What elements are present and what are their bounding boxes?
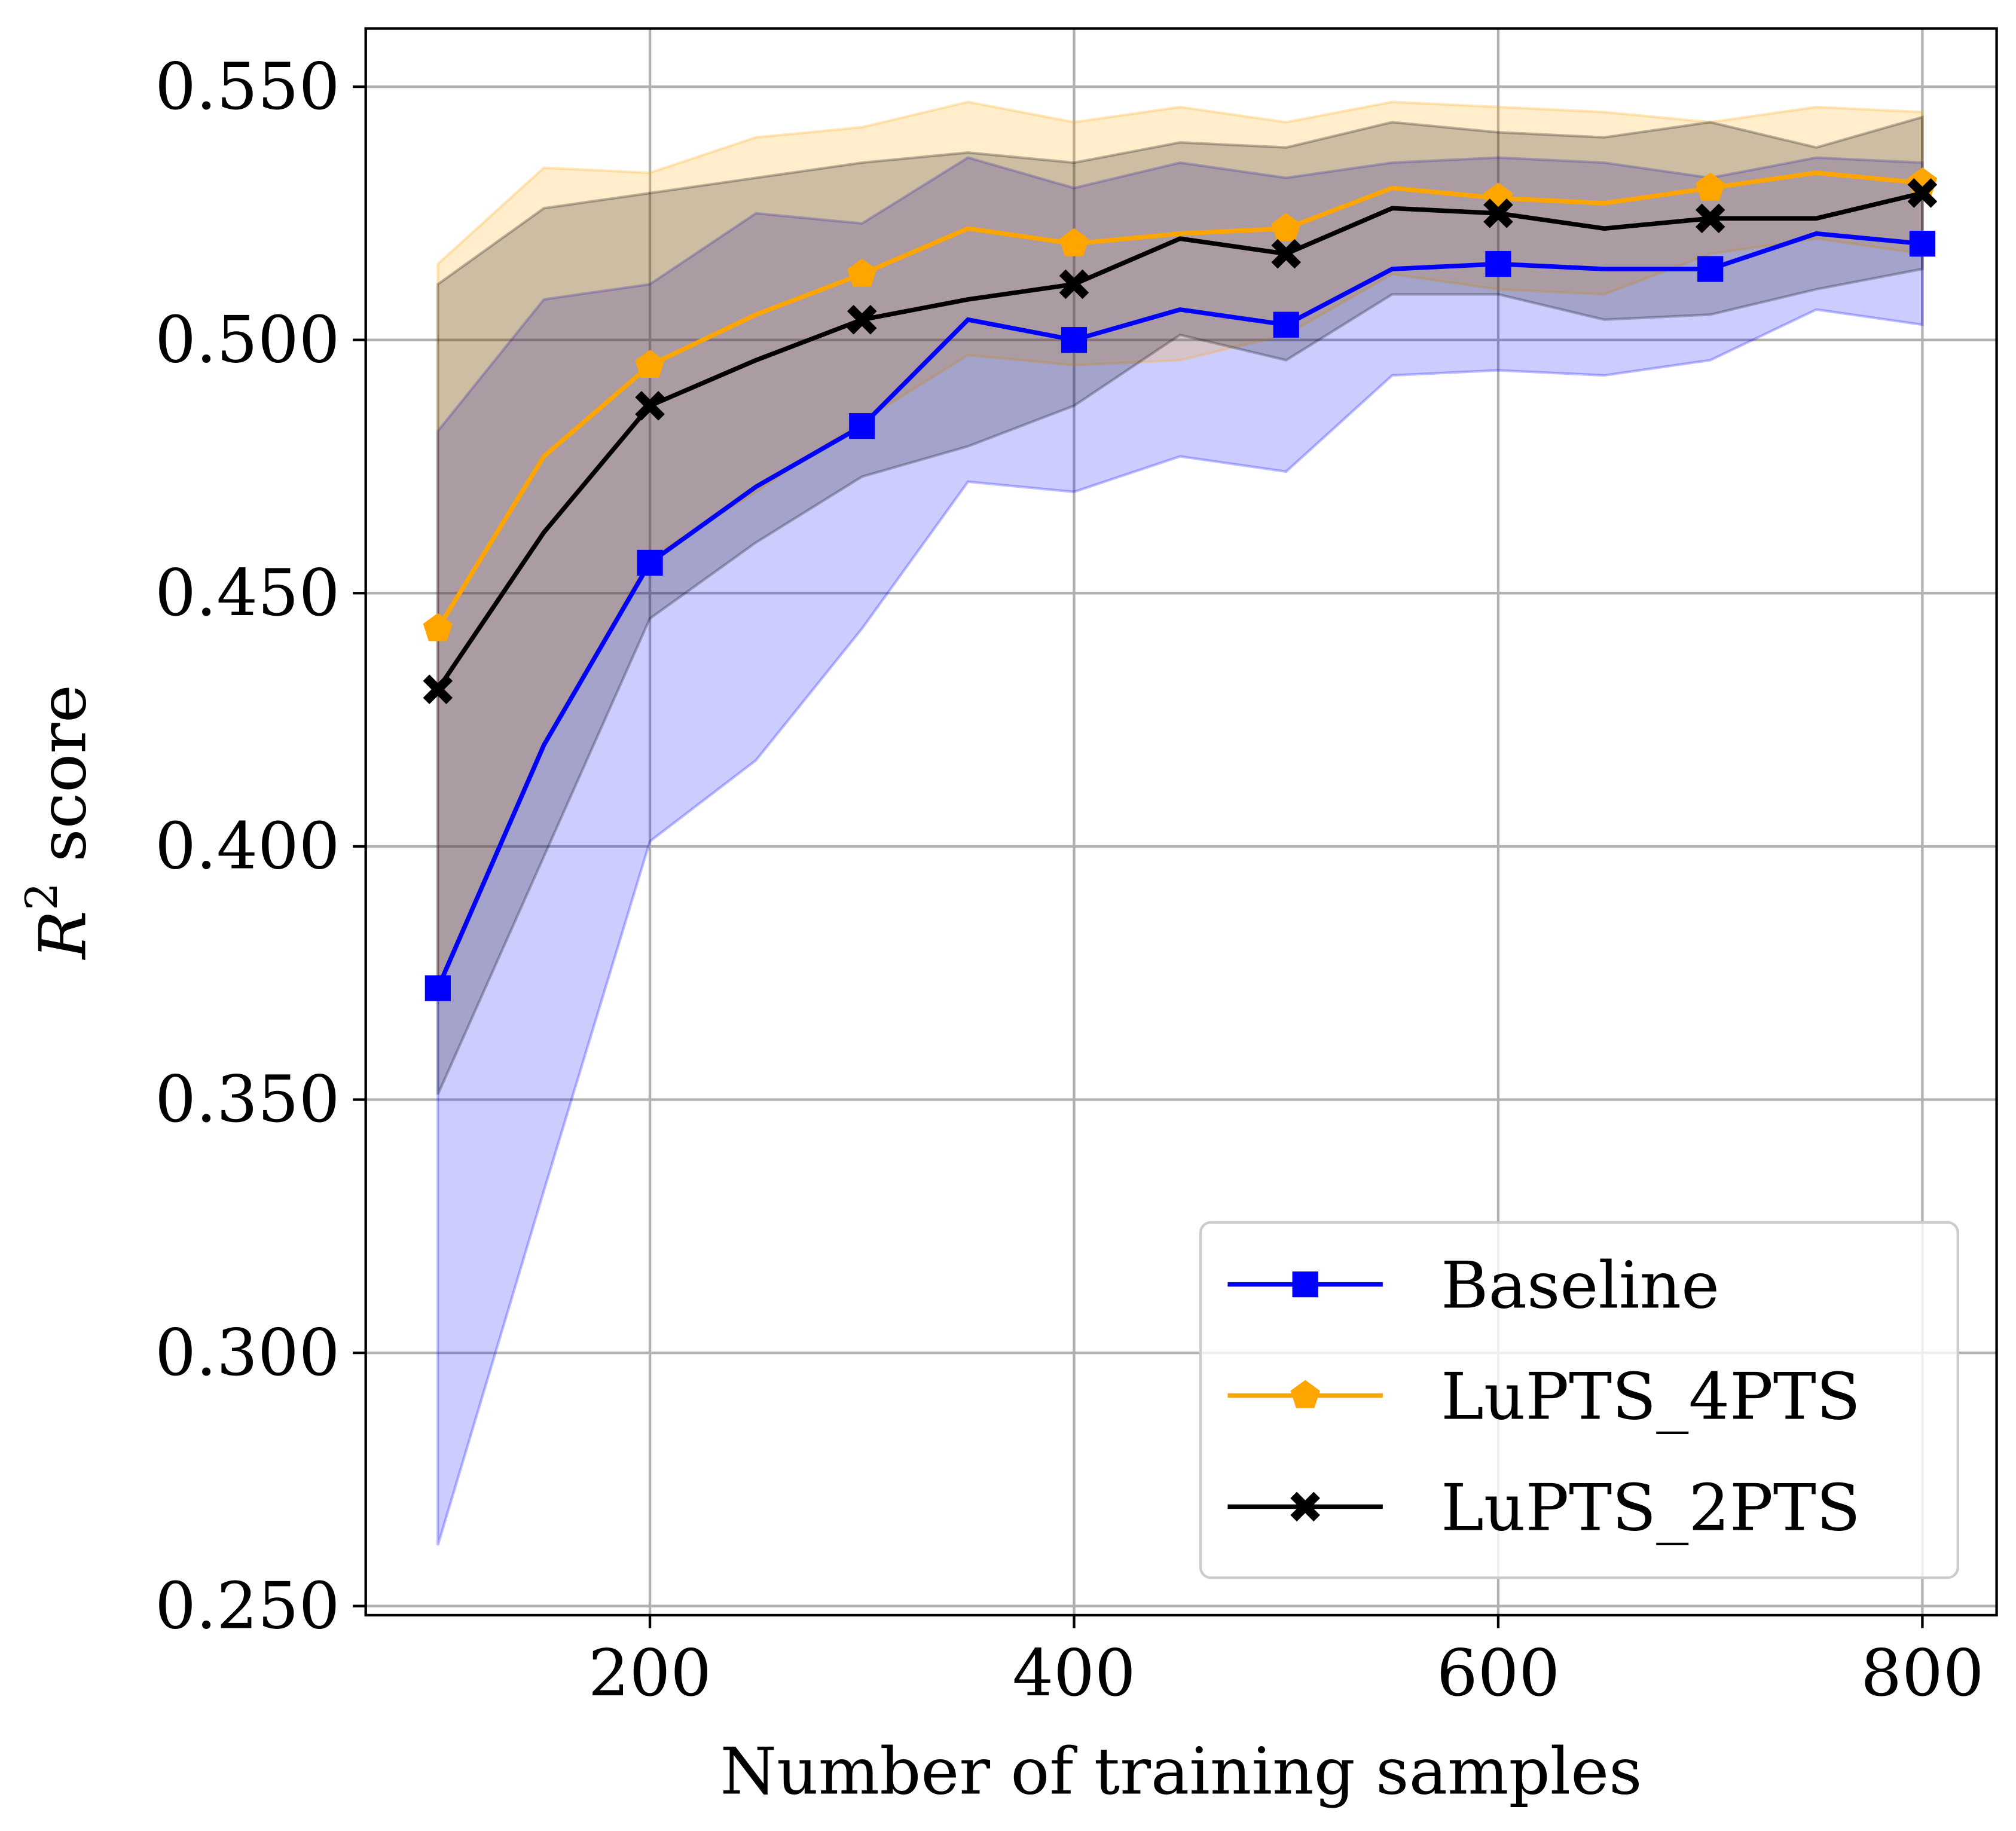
point-lupts-2pts [1483,198,1513,228]
point-lupts-2pts [847,304,877,335]
y-tick-label: 0.350 [155,1062,340,1137]
point-lupts-4pts [1271,213,1301,242]
ticks: 200 400 600 800 0.250 0.300 0.350 0.400 0.450 0.5… [155,50,1984,1711]
point-lupts-4pts [423,613,453,641]
y-tick-label: 0.550 [155,50,340,124]
line-lupts-2pts [436,191,1923,691]
y-axis-label-rest: score [26,684,101,882]
point-baseline [1273,311,1299,338]
legend-label-lupts-2pts: LuPTS_2PTS [1441,1471,1861,1545]
x-marker-stroke [1695,203,1725,234]
series-lines [423,167,1938,1001]
point-baseline [849,413,875,439]
x-tick-label: 600 [1437,1636,1560,1711]
x-marker-stroke [1271,239,1302,269]
x-tick-label: 200 [588,1636,711,1711]
legend-label-lupts-4pts: LuPTS_4PTS [1441,1359,1861,1434]
x-marker-stroke [635,390,665,421]
y-axis-label-sup: 2 [17,882,68,910]
x-axis-label: Number of training samples [720,1734,1642,1809]
point-baseline [1697,256,1724,282]
y-axis-label-base: R [26,910,101,960]
point-lupts-4pts [847,258,877,287]
legend-box [1199,1221,1959,1579]
point-lupts-2pts [1271,239,1302,269]
legend: Baseline LuPTS_4PTS LuPTS_2PTS [1199,1221,1959,1579]
point-baseline [1909,231,1936,257]
point-lupts-2pts [1695,203,1725,234]
legend-marker-lupts-2pts [1290,1491,1320,1522]
point-lupts-4pts [635,350,665,378]
plot-frame [364,27,1998,1617]
point-lupts-4pts [1059,228,1089,256]
x-marker-stroke [1290,1491,1320,1522]
x-marker-stroke [1907,178,1938,208]
y-tick-label: 0.500 [155,302,340,377]
legend-label-baseline: Baseline [1441,1249,1719,1323]
y-tick-label: 0.300 [155,1316,340,1390]
x-marker-stroke [1059,269,1089,299]
legend-marker-baseline [1292,1271,1318,1298]
point-baseline [637,549,663,576]
point-lupts-2pts [1907,178,1938,208]
grid [365,28,1997,1615]
y-axis-label: R2 score [17,684,101,960]
point-lupts-2pts [423,674,453,705]
x-marker-stroke [847,304,877,335]
band-baseline [436,156,1924,1546]
line-baseline [435,231,1923,989]
x-tick-label: 400 [1012,1636,1135,1711]
band-lupts-2pts [436,115,1924,1095]
x-marker-stroke [423,674,453,705]
point-baseline [424,975,451,1001]
point-lupts-2pts [635,390,665,421]
y-tick-label: 0.250 [155,1569,340,1643]
y-tick-label: 0.450 [155,556,340,631]
x-marker-stroke [1483,198,1513,228]
line-lupts-4pts [436,170,1923,630]
point-lupts-4pts [1696,172,1725,201]
y-tick-label: 0.400 [155,809,340,884]
legend-marker-lupts-4pts [1290,1380,1320,1408]
x-tick-label: 800 [1861,1636,1984,1711]
point-lupts-2pts [1059,269,1089,299]
point-baseline [1061,327,1088,353]
point-baseline [1485,250,1511,277]
